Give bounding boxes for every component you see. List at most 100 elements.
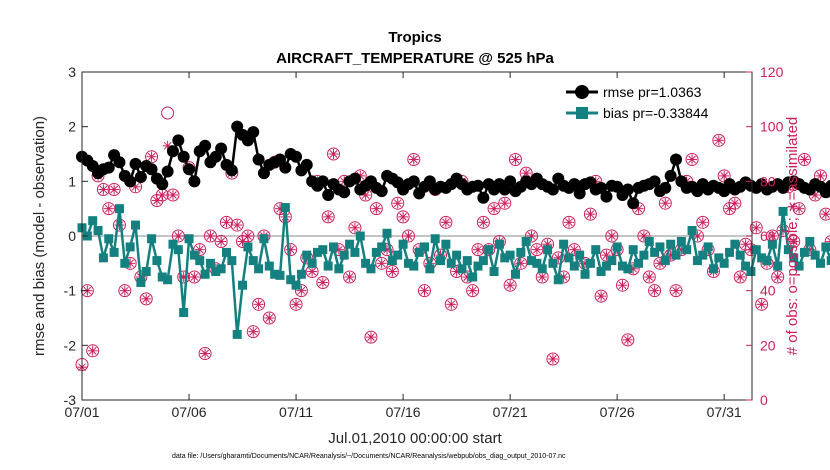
bias-point bbox=[371, 247, 381, 257]
rmse-point bbox=[338, 186, 351, 199]
obs-possible-point bbox=[594, 289, 608, 303]
y-tick-label: 1 bbox=[68, 173, 76, 189]
obs-assimilated-point bbox=[735, 272, 746, 282]
rmse-point bbox=[129, 157, 142, 170]
obs-possible-point bbox=[219, 215, 233, 229]
bias-point bbox=[403, 258, 413, 268]
bias-point bbox=[527, 256, 537, 266]
bias-point bbox=[393, 250, 403, 260]
obs-possible-point bbox=[316, 275, 330, 289]
bias-point bbox=[141, 267, 151, 277]
obs-possible-point bbox=[466, 284, 480, 298]
bias-point bbox=[296, 269, 306, 279]
obs-assimilated-point bbox=[328, 149, 339, 159]
bias-point bbox=[767, 239, 777, 249]
obs-possible-point bbox=[648, 284, 662, 298]
x-tick-label: 07/16 bbox=[386, 404, 421, 420]
y2-tick-label: 60 bbox=[760, 228, 776, 244]
axis-ticks: 07/01 07/06 07/11 07/16 07/21 07/26 07/31 -3 -2 -… bbox=[64, 64, 784, 420]
bias-point bbox=[323, 261, 333, 271]
bias-point bbox=[88, 216, 98, 226]
bias-series bbox=[77, 203, 830, 339]
rmse-point bbox=[199, 139, 212, 152]
rmse-point bbox=[477, 191, 490, 204]
bias-point bbox=[746, 267, 756, 277]
bias-point bbox=[607, 256, 617, 266]
obs-possible-point bbox=[391, 196, 405, 210]
bias-point bbox=[687, 226, 697, 236]
bias-point bbox=[676, 236, 686, 246]
obs-assimilated-point bbox=[671, 285, 682, 296]
obs-assimilated-point bbox=[729, 198, 740, 209]
obs-assimilated-point bbox=[649, 285, 660, 296]
rmse-point bbox=[568, 178, 581, 191]
bias-point bbox=[414, 247, 424, 257]
bias-point bbox=[762, 256, 772, 266]
obs-possible-point bbox=[364, 330, 378, 344]
bias-point bbox=[692, 256, 702, 266]
bias-point bbox=[532, 258, 542, 268]
obs-possible-point bbox=[755, 297, 769, 311]
obs-assimilated-point bbox=[473, 244, 484, 255]
bias-point bbox=[329, 242, 339, 252]
bias-point bbox=[559, 239, 569, 249]
legend-bias-marker bbox=[576, 107, 588, 119]
bias-point bbox=[505, 250, 515, 260]
obs-assimilated-point bbox=[307, 266, 318, 277]
bias-point bbox=[644, 236, 654, 246]
obs-assimilated-point bbox=[232, 220, 243, 231]
rmse-point bbox=[322, 189, 335, 201]
bias-point bbox=[457, 264, 467, 274]
obs-possible-point bbox=[658, 196, 672, 210]
obs-assimilated-point bbox=[103, 203, 114, 214]
bias-point bbox=[195, 256, 205, 266]
bias-point bbox=[307, 258, 317, 268]
obs-possible-point bbox=[86, 344, 100, 358]
obs-assimilated-point bbox=[505, 280, 516, 291]
y-tick-label: -3 bbox=[64, 392, 77, 408]
obs-assimilated-point bbox=[563, 217, 574, 228]
bias-point bbox=[345, 239, 355, 249]
obs-assimilated-point bbox=[772, 272, 783, 282]
obs-possible-point bbox=[637, 229, 651, 243]
bias-point bbox=[436, 256, 446, 266]
obs-assimilated-point bbox=[242, 231, 253, 241]
obs-possible-point bbox=[503, 278, 517, 292]
obs-possible-point bbox=[819, 207, 830, 221]
bias-point bbox=[612, 242, 622, 252]
bias-point bbox=[660, 256, 670, 266]
bias-point bbox=[735, 250, 745, 260]
obs-possible-point bbox=[118, 284, 132, 298]
bias-point bbox=[254, 264, 264, 274]
rmse-point bbox=[546, 183, 559, 196]
obs-possible-point bbox=[508, 152, 522, 166]
bias-point bbox=[473, 261, 483, 271]
bias-point bbox=[264, 261, 274, 271]
bias-point bbox=[703, 242, 713, 252]
obs-possible-point bbox=[444, 297, 458, 311]
rmse-point bbox=[573, 187, 586, 200]
bias-point bbox=[521, 236, 531, 246]
bias-point bbox=[741, 261, 751, 271]
bias-point bbox=[114, 204, 124, 214]
obs-possible-point bbox=[375, 256, 389, 270]
obs-assimilated-point bbox=[531, 244, 542, 255]
footer-datafile: data file: /Users/gharamti/Documents/NCA… bbox=[172, 453, 566, 460]
obs-possible-point bbox=[145, 150, 159, 164]
obs-assimilated-point bbox=[660, 198, 671, 209]
bias-point bbox=[494, 239, 504, 249]
bias-point bbox=[350, 247, 360, 257]
rmse-point bbox=[156, 178, 169, 191]
obs-possible-point bbox=[139, 292, 153, 306]
obs-possible-point bbox=[797, 152, 811, 166]
obs-assimilated-point bbox=[585, 209, 596, 220]
obs-possible-point bbox=[241, 229, 255, 243]
rmse-point bbox=[145, 163, 158, 176]
bias-point bbox=[537, 264, 547, 274]
obs-assimilated-point bbox=[264, 313, 275, 323]
y2-tick-label: 20 bbox=[760, 337, 776, 353]
bias-point bbox=[173, 245, 183, 255]
obs-possible-point bbox=[214, 234, 228, 248]
rmse-point bbox=[188, 175, 201, 188]
obs-possible-point bbox=[417, 284, 431, 298]
